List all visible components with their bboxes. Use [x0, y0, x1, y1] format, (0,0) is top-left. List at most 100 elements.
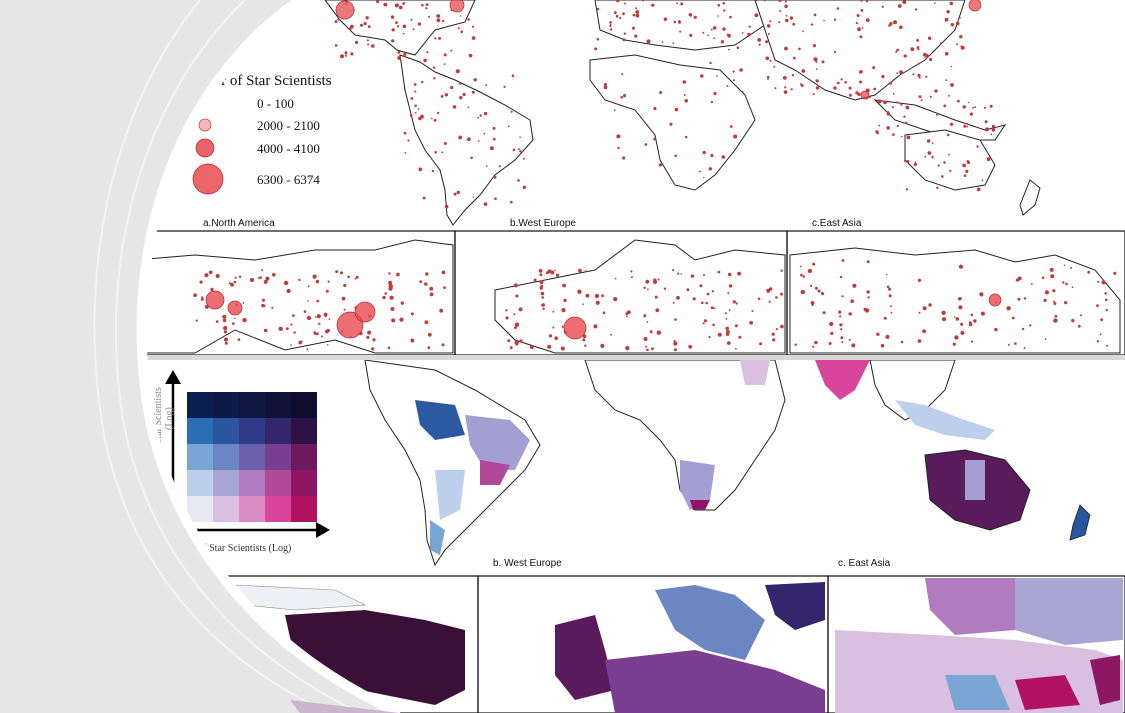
scientist-point [632, 26, 635, 30]
inset-scientist-point [552, 326, 555, 329]
scientist-point [883, 100, 887, 105]
scientist-point [783, 90, 788, 94]
scientist-point [417, 108, 420, 111]
inset-cluster-point [205, 290, 225, 310]
inset-scientist-point [303, 310, 307, 313]
inset-scientist-point [215, 320, 219, 323]
scientist-point [720, 40, 725, 44]
bivariate-choropleth-map: of Star Scientists (Log) ber of Star Sci… [135, 360, 1125, 713]
scientist-point [459, 82, 462, 85]
scientist-point [522, 185, 527, 189]
scientist-point [462, 92, 466, 97]
scientist-point [764, 0, 766, 2]
bivariate-cell [265, 470, 291, 496]
inset-scientist-point [980, 311, 985, 316]
scientist-point [991, 124, 995, 128]
scientist-point [946, 10, 950, 14]
scientist-point [635, 7, 638, 10]
scientist-point [924, 155, 927, 158]
inset-scientist-point [443, 286, 446, 289]
scientist-point [519, 136, 521, 138]
scientist-point [848, 86, 852, 90]
inset-scientist-point [419, 280, 423, 284]
scientist-point [483, 202, 488, 206]
scientist-point [950, 23, 954, 27]
scientist-point [679, 30, 682, 33]
bivariate-cell [239, 444, 265, 470]
inset-scientist-point [562, 283, 566, 288]
inset-scientist-point [224, 337, 228, 342]
inset-scientist-point [838, 310, 842, 314]
scientist-point [983, 106, 987, 109]
inset-scientist-point [727, 341, 731, 345]
inset-scientist-point [286, 327, 289, 330]
scientist-point [503, 85, 506, 89]
scientist-point [927, 151, 932, 155]
scientist-point [855, 91, 859, 95]
inset-scientist-point [960, 322, 964, 326]
scientist-point [709, 61, 712, 65]
scientist-point [398, 5, 403, 10]
scientist-point [477, 116, 480, 119]
scientist-point [472, 196, 475, 198]
inset-scientist-point [424, 320, 429, 325]
bivariate-color-grid [187, 392, 317, 522]
scientist-point [622, 156, 626, 160]
inset-scientist-point [542, 307, 545, 310]
inset-scientist-point [954, 335, 959, 340]
scientist-point [747, 32, 751, 37]
scientist-point [928, 36, 932, 40]
scientist-point [615, 14, 619, 18]
scientist-point [785, 18, 789, 23]
inset-scientist-point [708, 336, 711, 339]
inset-scientist-point [724, 312, 727, 315]
scientist-point [619, 16, 622, 20]
scientist-point [414, 104, 417, 108]
inset-scientist-point [541, 303, 545, 307]
inset-scientist-point [222, 314, 227, 319]
scientist-point [789, 16, 794, 20]
inset-scientist-point [663, 287, 667, 290]
scientist-point [710, 153, 714, 158]
inset-scientist-point [848, 338, 851, 341]
scientist-point [778, 21, 781, 24]
inset-scientist-point [1053, 302, 1057, 305]
inset-scientist-point [272, 272, 276, 277]
scientist-point [918, 95, 922, 99]
region-southern-africa [680, 460, 715, 510]
inset-scientist-point [400, 301, 404, 305]
scientist-point [963, 124, 967, 128]
scientist-point [792, 22, 796, 26]
scientist-point [844, 81, 847, 84]
scientist-point [407, 139, 410, 142]
scientist-point [936, 113, 939, 116]
inset-scientist-point [547, 344, 552, 349]
inset-scientist-point [372, 338, 376, 342]
inset-scientist-point [427, 332, 432, 337]
scientist-point [713, 91, 717, 96]
scientist-point [434, 37, 437, 40]
inset-scientist-point [584, 270, 587, 273]
inset-scientist-point [1021, 327, 1025, 331]
inset-scientist-point [737, 271, 741, 276]
scientist-point [493, 176, 497, 179]
inset-scientist-point [738, 335, 742, 339]
scientist-point [877, 99, 882, 104]
inset-scientist-point [193, 293, 197, 298]
inset-scientist-point [677, 272, 680, 275]
scientist-point [914, 161, 917, 163]
scientist-point [483, 111, 488, 116]
scientist-point [459, 15, 462, 17]
scientist-point [944, 51, 949, 56]
scientist-point [443, 142, 447, 145]
scientist-point [344, 51, 348, 55]
inset-scientist-point [686, 288, 690, 292]
inset-scientist-point [1104, 298, 1108, 302]
scientist-point [452, 105, 457, 109]
inset-caption-west-europe-bottom: b. West Europe [493, 558, 562, 569]
inset-scientist-point [600, 343, 605, 348]
scientist-point [889, 81, 893, 85]
scientist-point [467, 18, 471, 21]
inset-scientist-point [1014, 342, 1017, 345]
inset-scientist-point [772, 338, 776, 342]
